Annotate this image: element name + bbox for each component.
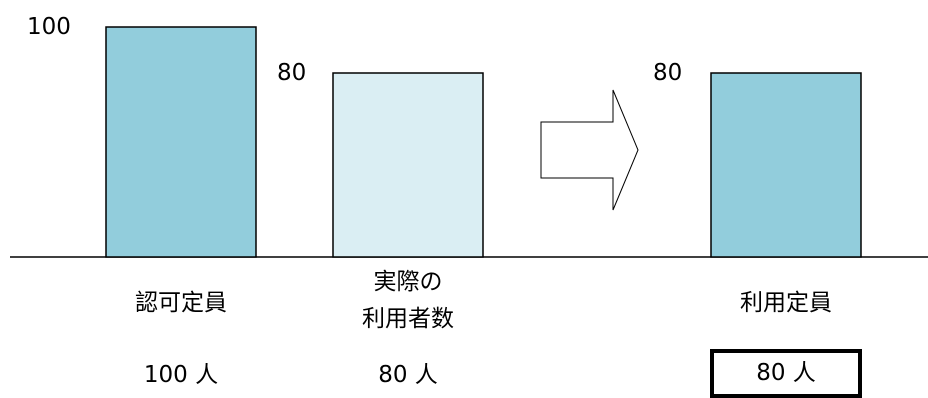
bar-jissai-riyousha (332, 72, 484, 258)
bar-ninka-teiin (105, 26, 257, 258)
category-label-ninka: 認可定員 (135, 290, 227, 316)
category-label-jissai-line2: 利用者数 (362, 306, 454, 332)
bar-value-label-jissai: 80 (277, 60, 307, 86)
bar-value-label-ninka: 100 (27, 14, 71, 40)
bars-layer (105, 26, 862, 258)
count-box-riyou: 80 人 (710, 349, 862, 398)
right-arrow-icon (540, 89, 639, 211)
count-label-riyou: 80 人 (756, 360, 816, 386)
bar-value-label-riyou: 80 (653, 60, 683, 86)
category-label-riyou: 利用定員 (740, 290, 832, 316)
count-label-jissai: 80 人 (378, 362, 438, 388)
bar-riyou-teiin (710, 72, 862, 258)
category-label-jissai-line1: 実際の (373, 269, 443, 295)
count-label-ninka: 100 人 (143, 362, 219, 388)
category-label-jissai: 実際の 利用者数 (362, 264, 454, 338)
